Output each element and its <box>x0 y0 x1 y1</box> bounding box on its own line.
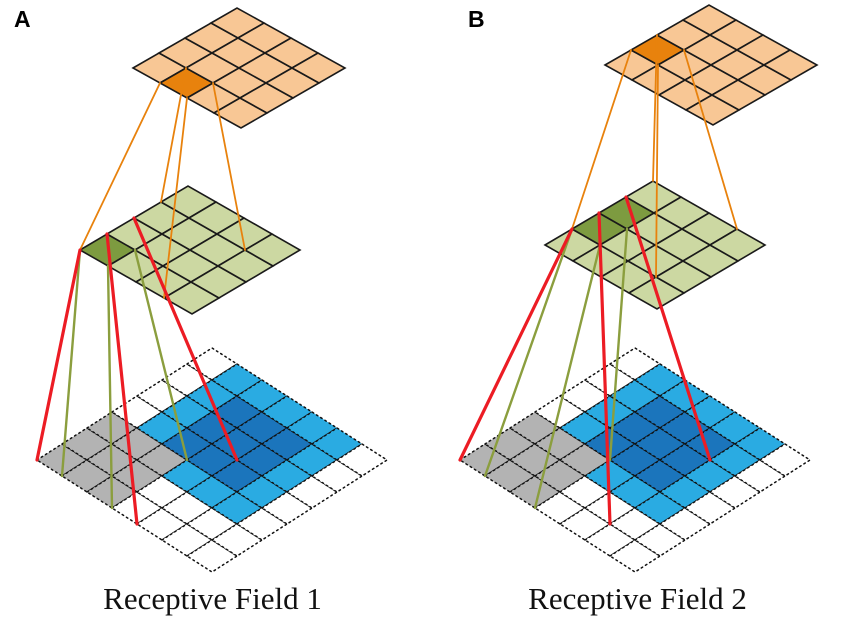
grid-cell <box>708 228 767 262</box>
olive-line <box>106 264 114 510</box>
panel-b-bottom-grid <box>458 347 812 573</box>
grid-cell <box>335 443 389 477</box>
olive-line <box>133 248 189 462</box>
red-line <box>624 195 712 462</box>
grid-cell <box>758 443 812 477</box>
panel-b-top-grid <box>603 4 819 126</box>
panel-a-middle-grid <box>78 185 302 315</box>
panel-b <box>458 4 819 573</box>
olive-line <box>60 248 82 478</box>
orange-line <box>683 49 738 230</box>
red-line <box>105 232 139 526</box>
orange-line <box>79 82 161 251</box>
orange-line <box>571 49 632 230</box>
red-line <box>597 211 612 526</box>
red-line <box>35 248 82 462</box>
orange-line <box>652 34 658 182</box>
red-line <box>132 216 239 462</box>
olive-line <box>533 243 602 510</box>
panel-a <box>35 7 389 573</box>
red-line <box>458 227 574 462</box>
panel-a-bottom-grid <box>35 347 389 573</box>
grid-cell <box>290 52 347 84</box>
orange-line <box>212 82 246 251</box>
panel-a-label: A <box>14 6 31 32</box>
panel-a-connection-lines <box>35 67 246 526</box>
olive-line <box>483 227 574 478</box>
orange-line <box>163 97 188 299</box>
orange-line <box>160 67 187 203</box>
grid-cell <box>243 233 302 267</box>
panel-b-caption: Receptive Field 2 <box>528 581 747 616</box>
panel-a-top-grid <box>131 7 347 129</box>
panel-a-caption: Receptive Field 1 <box>103 581 322 616</box>
olive-line <box>608 227 629 462</box>
panel-b-label: B <box>468 6 485 32</box>
orange-line <box>655 64 659 278</box>
panel-b-connection-lines <box>458 34 738 526</box>
grid-cell <box>762 49 819 81</box>
